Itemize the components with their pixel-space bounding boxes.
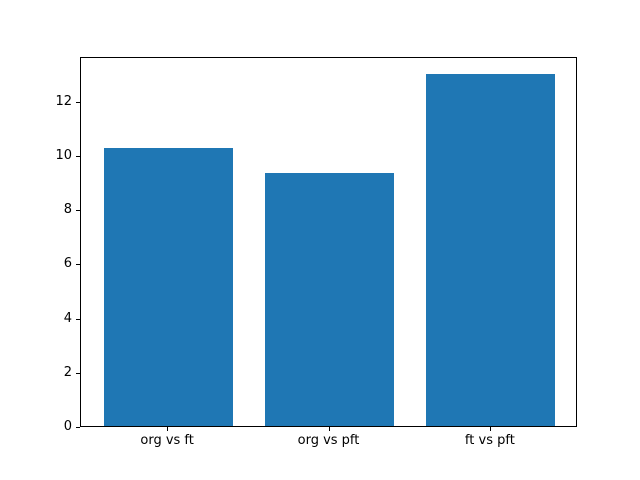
bar-org-vs-pft [264,172,395,426]
x-tick-label: org vs pft [297,433,360,448]
y-tick-mark [76,427,80,428]
y-tick-mark [76,101,80,103]
bar-org-vs-ft [103,148,233,426]
x-tick-label: ft vs pft [464,433,515,448]
y-tick-mark [76,264,80,266]
y-tick-label: 10 [55,147,72,163]
x-tick-label: org vs ft [140,433,194,448]
y-tick-label: 2 [63,364,72,380]
y-tick-label: 6 [63,256,72,272]
x-tick-mark [489,427,491,431]
y-tick-label: 0 [63,419,72,434]
x-tick-mark [328,427,330,431]
y-tick-label: 12 [55,93,72,109]
y-tick-label: 8 [63,202,72,218]
y-tick-mark [76,155,80,157]
x-tick-mark [167,427,169,431]
bar-ft-vs-pft [426,73,556,426]
y-tick-mark [76,210,80,212]
plot-area [80,57,577,427]
y-tick-mark [76,318,80,320]
y-tick-label: 4 [63,310,72,326]
y-tick-mark [76,372,80,374]
